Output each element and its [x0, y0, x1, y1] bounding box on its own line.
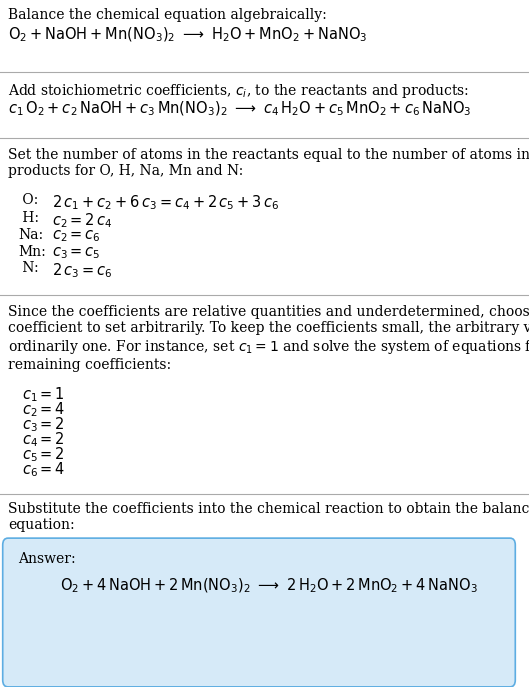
- Text: Set the number of atoms in the reactants equal to the number of atoms in the
pro: Set the number of atoms in the reactants…: [8, 148, 529, 178]
- Text: $c_1\,\mathrm{O_2} + c_2\,\mathrm{NaOH} + c_3\,\mathrm{Mn(NO_3)_2} \ \longrighta: $c_1\,\mathrm{O_2} + c_2\,\mathrm{NaOH} …: [8, 100, 471, 118]
- Text: N:: N:: [18, 261, 39, 275]
- Text: $\mathrm{O_2 + NaOH + Mn(NO_3)_2 \ \longrightarrow \ H_2O + MnO_2 + NaNO_3}$: $\mathrm{O_2 + NaOH + Mn(NO_3)_2 \ \long…: [8, 26, 367, 45]
- Text: $c_6 = 4$: $c_6 = 4$: [22, 460, 66, 479]
- Text: $2\,c_1 + c_2 + 6\,c_3 = c_4 + 2\,c_5 + 3\,c_6$: $2\,c_1 + c_2 + 6\,c_3 = c_4 + 2\,c_5 + …: [52, 193, 279, 212]
- Text: $c_4 = 2$: $c_4 = 2$: [22, 430, 65, 449]
- Text: Substitute the coefficients into the chemical reaction to obtain the balanced
eq: Substitute the coefficients into the che…: [8, 502, 529, 532]
- Text: Since the coefficients are relative quantities and underdetermined, choose a
coe: Since the coefficients are relative quan…: [8, 305, 529, 372]
- Text: Add stoichiometric coefficients, $c_i$, to the reactants and products:: Add stoichiometric coefficients, $c_i$, …: [8, 82, 469, 100]
- Text: Na:: Na:: [18, 228, 43, 242]
- Text: $c_2 = 2\,c_4$: $c_2 = 2\,c_4$: [52, 211, 113, 229]
- Text: O:: O:: [18, 193, 38, 207]
- Text: Answer:: Answer:: [18, 552, 76, 566]
- Text: $2\,c_3 = c_6$: $2\,c_3 = c_6$: [52, 261, 113, 280]
- Text: $c_2 = 4$: $c_2 = 4$: [22, 400, 66, 418]
- Text: Mn:: Mn:: [18, 245, 45, 259]
- Text: Balance the chemical equation algebraically:: Balance the chemical equation algebraica…: [8, 8, 327, 22]
- Text: $c_1 = 1$: $c_1 = 1$: [22, 385, 65, 404]
- Text: $\mathrm{O_2 + 4\,NaOH + 2\,Mn(NO_3)_2 \ \longrightarrow \ 2\,H_2O + 2\,MnO_2 + : $\mathrm{O_2 + 4\,NaOH + 2\,Mn(NO_3)_2 \…: [60, 577, 478, 596]
- Text: $c_3 = c_5$: $c_3 = c_5$: [52, 245, 101, 260]
- Text: $c_3 = 2$: $c_3 = 2$: [22, 415, 65, 433]
- Text: $c_5 = 2$: $c_5 = 2$: [22, 445, 65, 464]
- Text: H:: H:: [18, 211, 39, 225]
- Text: $c_2 = c_6$: $c_2 = c_6$: [52, 228, 101, 244]
